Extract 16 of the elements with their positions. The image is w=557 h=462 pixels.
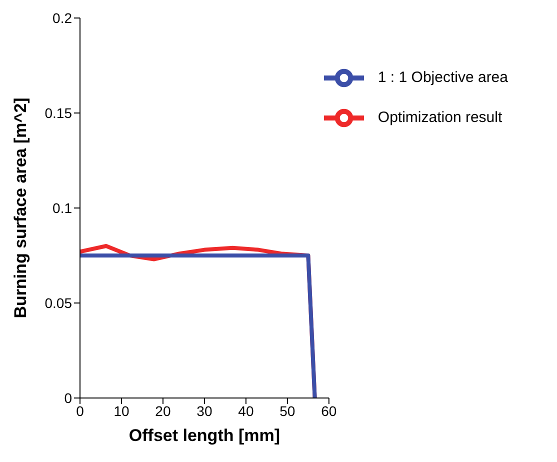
y-tick-label: 0.2 — [52, 10, 72, 26]
y-tick-label: 0 — [64, 390, 72, 406]
x-tick-label: 10 — [114, 402, 130, 419]
x-tick-label: 30 — [196, 402, 212, 419]
x-axis-title: Offset length [mm] — [128, 426, 280, 445]
legend-label: 1 : 1 Objective area — [378, 68, 508, 86]
x-tick-label: 0 — [76, 402, 84, 419]
legend-label: Optimization result — [378, 108, 502, 126]
x-tick-label: 40 — [238, 402, 254, 419]
x-tick-label: 20 — [155, 402, 171, 419]
x-tick-label: 60 — [321, 402, 337, 419]
y-tick-label: 0.15 — [44, 104, 72, 121]
y-tick-label: 0.05 — [44, 294, 72, 311]
y-axis-title: Burning surface area [m^2] — [11, 98, 30, 318]
x-tick-label: 50 — [280, 402, 296, 419]
y-tick-label: 0.1 — [52, 200, 72, 216]
